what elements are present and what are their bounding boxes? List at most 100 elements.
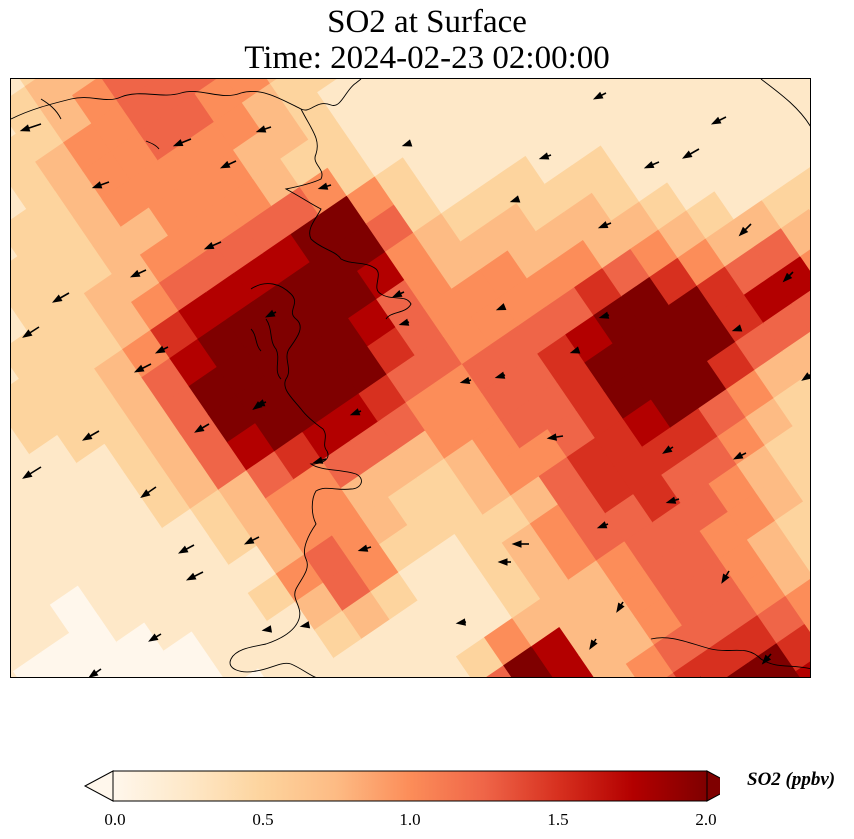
so2-grid-cell (550, 654, 596, 677)
wind-arrow-head (154, 345, 166, 354)
wind-arrow-head (511, 540, 522, 548)
so2-grid-cell (808, 208, 810, 211)
wind-arrow-head (801, 372, 810, 381)
so2-grid-cell (764, 425, 810, 475)
wind-arrow-head (538, 152, 550, 160)
so2-grid-cell (88, 641, 138, 677)
so2-grid-cell (194, 79, 244, 123)
wind-arrow-head (252, 401, 263, 411)
so2-grid-cell (770, 133, 810, 182)
so2-grid-cell (11, 255, 39, 304)
map-subtitle-time: Time: 2024-02-23 02:00:00 (244, 40, 610, 76)
wind-arrow-head (172, 139, 184, 147)
wind-arrow-head (19, 124, 31, 132)
so2-grid-cell (748, 642, 798, 677)
so2-grid-cell (11, 378, 40, 427)
wind-arrow-head (731, 324, 743, 332)
so2-grid-cell (803, 496, 810, 512)
wind-arrow-head (662, 445, 673, 454)
wind-arrow-head (22, 470, 33, 479)
so2-grid-cell (11, 208, 48, 258)
so2-grid-cell (596, 79, 640, 100)
so2-grid-cell (782, 331, 810, 380)
so2-grid-cell (11, 79, 27, 98)
colorbar-tick: 1.5 (547, 810, 569, 829)
so2-grid-cell (800, 249, 810, 271)
wind-arrow-head (616, 602, 625, 613)
wind-arrow-head (665, 496, 677, 504)
colorbar-label: SO2 (ppbv) (747, 769, 836, 790)
wind-arrow-head (299, 621, 311, 629)
so2-grid-cell (11, 85, 46, 135)
wind-arrow-head (264, 309, 276, 318)
so2-grid-cell (210, 639, 260, 677)
wind-arrow-head (509, 195, 521, 203)
so2-grid-cell (792, 414, 810, 452)
so2-grid-cell (794, 537, 810, 572)
wind-arrow-head (357, 544, 369, 552)
colorbar-tick: 0.0 (104, 810, 126, 829)
so2-grid-cell (807, 84, 810, 91)
so2-grid-cell (763, 302, 810, 352)
wind-arrow-head (598, 311, 610, 319)
wind-arrow-head (261, 625, 273, 633)
so2-grid-cell (11, 500, 42, 550)
so2-grid-cell (60, 79, 98, 97)
wind-arrow-head (592, 91, 604, 100)
so2-grid-cell (349, 79, 395, 103)
so2-grid-cell (562, 79, 612, 119)
so2-grid-cell (772, 255, 810, 305)
wind-arrow-head (455, 618, 466, 626)
wind-arrow-head (682, 150, 693, 159)
so2-grid-cell (392, 79, 442, 111)
wind-arrow-head (140, 489, 151, 498)
so2-grid-cell (72, 79, 121, 125)
wind-arrow-head (312, 456, 324, 464)
wind-arrow-head (643, 161, 655, 169)
colorbar-gradient (112, 770, 708, 802)
wind-arrow-head (52, 294, 63, 303)
so2-grid-cell (795, 661, 810, 677)
wind-arrow-head (710, 116, 722, 125)
so2-grid-cell (780, 208, 810, 258)
so2-grid-cell (101, 79, 149, 106)
so2-grid-cell (625, 644, 675, 677)
wind-arrow-head (597, 221, 609, 229)
wind-arrow-head (494, 371, 506, 379)
wind-arrow-head (82, 432, 93, 441)
wind-arrow-head (546, 433, 557, 441)
wind-arrow-head (495, 303, 507, 311)
so2-grid-cell (24, 79, 74, 116)
wind-arrow-head (459, 376, 471, 385)
wind-arrow-head (129, 269, 141, 278)
wind-arrow-head (738, 226, 749, 237)
map-panel (10, 78, 811, 678)
so2-grid-cell (673, 652, 719, 677)
wind-arrow-head (569, 346, 581, 354)
wind-arrow-head (148, 633, 159, 642)
so2-grid-cell (11, 576, 52, 625)
wind-arrow-head (497, 558, 508, 566)
so2-grid-cell (11, 133, 37, 180)
so2-grid-cell (798, 125, 810, 151)
wind-arrow-head (391, 289, 403, 298)
so2-grid-cell (773, 378, 810, 428)
wind-arrow-head (596, 521, 608, 529)
wind-arrow-head (317, 182, 329, 190)
so2-grid-cell (783, 455, 810, 503)
so2-grid-cell (307, 79, 339, 94)
wind-arrow-head (732, 451, 744, 460)
wind-arrow-head (255, 125, 267, 133)
so2-grid-cell (789, 167, 810, 210)
so2-grid-cell (184, 79, 219, 95)
so2-grid-cell (455, 636, 505, 677)
wind-arrow-head (194, 424, 205, 433)
so2-grid-cell (11, 548, 33, 592)
so2-grid-cell (11, 330, 49, 380)
so2-grid-cell (774, 500, 810, 550)
colorbar-max-extension (706, 770, 720, 802)
wind-arrow-head (398, 318, 410, 326)
wind-vectors (19, 91, 810, 677)
wind-arrow-head (185, 572, 197, 581)
colorbar-min-extension (83, 770, 114, 802)
